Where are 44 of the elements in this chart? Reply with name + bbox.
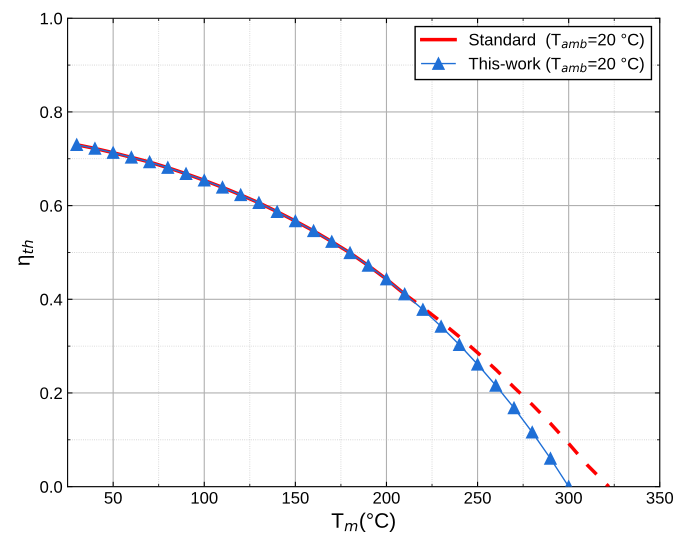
y-tick-label: 0.2: [40, 387, 62, 400]
point: [453, 338, 466, 351]
x-tick-label: 200: [373, 492, 400, 504]
point: [125, 151, 138, 164]
point: [70, 138, 83, 151]
y-tick-label: 0.6: [40, 200, 62, 212]
point: [198, 174, 211, 187]
point: [216, 181, 229, 194]
point: [307, 224, 320, 238]
x-axis-title: T$_{m}$(°C): [332, 512, 395, 532]
point: [544, 452, 557, 465]
x-tick-label: 300: [555, 492, 582, 504]
y-tick-label: 0.0: [40, 481, 62, 493]
x-tick-label: 350: [646, 492, 674, 504]
point: [526, 426, 538, 439]
y-tick-label: 0.8: [40, 106, 62, 118]
point: [471, 358, 484, 371]
point: [398, 288, 411, 300]
point: [234, 188, 247, 202]
point: [326, 235, 338, 248]
point: [434, 320, 448, 333]
point: [143, 156, 156, 168]
legend-label: This-work (T$_{amb}$=20 °C): [468, 57, 644, 73]
point: [106, 146, 120, 159]
y-axis-title: η$_{th}$: [18, 240, 34, 266]
point: [180, 168, 192, 180]
x-tick-label: 250: [464, 492, 491, 504]
point: [362, 259, 374, 272]
point: [380, 272, 393, 286]
point: [162, 161, 174, 174]
y-tick-label: 0.4: [40, 294, 62, 306]
point: [88, 142, 102, 155]
point: [270, 205, 284, 218]
y-tick-label: 1.0: [40, 12, 62, 24]
point: [252, 196, 266, 210]
point: [416, 303, 430, 316]
point: [344, 246, 356, 260]
point: [508, 402, 520, 414]
x-tick-label: 150: [282, 492, 309, 504]
legend-label: Standard (T$_{amb}$=20 °C): [469, 33, 644, 49]
x-tick-label: 50: [104, 492, 122, 504]
point: [490, 379, 502, 392]
x-tick-label: 100: [192, 492, 218, 504]
point: [289, 214, 302, 228]
